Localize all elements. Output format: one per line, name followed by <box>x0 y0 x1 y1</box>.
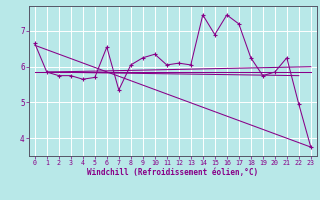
X-axis label: Windchill (Refroidissement éolien,°C): Windchill (Refroidissement éolien,°C) <box>87 168 258 177</box>
